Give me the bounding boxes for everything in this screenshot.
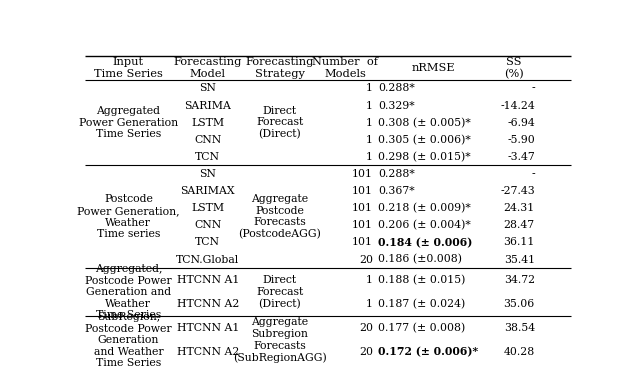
Text: 0.298 (± 0.015)*: 0.298 (± 0.015)* [378,152,471,162]
Text: 35.06: 35.06 [504,299,535,309]
Text: Forecasting
Model: Forecasting Model [173,57,242,79]
Text: 20: 20 [359,347,373,357]
Text: SARIMA: SARIMA [184,101,231,110]
Text: 0.329*: 0.329* [378,101,415,110]
Text: 0.187 (± 0.024): 0.187 (± 0.024) [378,299,465,309]
Text: 0.184 (± 0.006): 0.184 (± 0.006) [378,237,472,248]
Text: -: - [531,83,535,93]
Text: 101: 101 [352,238,373,247]
Text: -5.90: -5.90 [507,135,535,145]
Text: 0.308 (± 0.005)*: 0.308 (± 0.005)* [378,117,471,128]
Text: Aggregate
Postcode
Forecasts
(PostcodeAGG): Aggregate Postcode Forecasts (PostcodeAG… [238,194,321,239]
Text: 0.288*: 0.288* [378,83,415,93]
Text: 38.54: 38.54 [504,323,535,333]
Text: 0.206 (± 0.004)*: 0.206 (± 0.004)* [378,220,471,230]
Text: 34.72: 34.72 [504,275,535,285]
Text: 101: 101 [352,169,373,179]
Text: nRMSE: nRMSE [412,63,455,73]
Text: CNN: CNN [194,135,221,145]
Text: -3.47: -3.47 [507,152,535,162]
Text: LSTM: LSTM [191,203,224,213]
Text: 0.288*: 0.288* [378,169,415,179]
Text: Aggregate
Subregion
Forecasts
(SubRegionAGG): Aggregate Subregion Forecasts (SubRegion… [233,317,326,363]
Text: SARIMAX: SARIMAX [180,186,235,196]
Text: CNN: CNN [194,220,221,230]
Text: 1: 1 [366,299,373,309]
Text: HTCNN A1: HTCNN A1 [177,323,239,333]
Text: 35.41: 35.41 [504,255,535,264]
Text: SN: SN [199,83,216,93]
Text: -: - [531,169,535,179]
Text: SN: SN [199,169,216,179]
Text: 0.367*: 0.367* [378,186,415,196]
Text: 1: 1 [366,101,373,110]
Text: 24.31: 24.31 [504,203,535,213]
Text: 28.47: 28.47 [504,220,535,230]
Text: 101: 101 [352,220,373,230]
Text: 20: 20 [359,255,373,264]
Text: HTCNN A2: HTCNN A2 [177,299,239,309]
Text: Direct
Forecast
(Direct): Direct Forecast (Direct) [256,106,303,139]
Text: Direct
Forecast
(Direct): Direct Forecast (Direct) [256,275,303,309]
Text: Aggregated,
Postcode Power
Generation and
Weather
Time Series: Aggregated, Postcode Power Generation an… [85,264,172,320]
Text: 1: 1 [366,152,373,162]
Text: TCN.Global: TCN.Global [176,255,239,264]
Text: Postcode
Power Generation,
Weather
Time series: Postcode Power Generation, Weather Time … [77,194,180,239]
Text: 0.186 (±0.008): 0.186 (±0.008) [378,254,462,265]
Text: 20: 20 [359,323,373,333]
Text: Aggregated
Power Generation
Time Series: Aggregated Power Generation Time Series [79,106,178,139]
Text: 0.305 (± 0.006)*: 0.305 (± 0.006)* [378,135,471,145]
Text: 36.11: 36.11 [504,238,535,247]
Text: TCN: TCN [195,238,220,247]
Text: TCN: TCN [195,152,220,162]
Text: SS
(%): SS (%) [504,57,524,79]
Text: 40.28: 40.28 [504,347,535,357]
Text: 0.172 (± 0.006)*: 0.172 (± 0.006)* [378,347,478,358]
Text: HTCNN A2: HTCNN A2 [177,347,239,357]
Text: Input
Time Series: Input Time Series [94,57,163,79]
Text: -6.94: -6.94 [507,118,535,128]
Text: HTCNN A1: HTCNN A1 [177,275,239,285]
Text: 101: 101 [352,186,373,196]
Text: 0.177 (± 0.008): 0.177 (± 0.008) [378,323,465,333]
Text: 0.218 (± 0.009)*: 0.218 (± 0.009)* [378,203,471,213]
Text: -14.24: -14.24 [500,101,535,110]
Text: -27.43: -27.43 [500,186,535,196]
Text: Forecasting
Strategy: Forecasting Strategy [246,57,314,79]
Text: 0.188 (± 0.015): 0.188 (± 0.015) [378,275,465,285]
Text: SubRegion,
Postcode Power
Generation
and Weather
Time Series: SubRegion, Postcode Power Generation and… [85,312,172,369]
Text: 1: 1 [366,275,373,285]
Text: 101: 101 [352,203,373,213]
Text: 1: 1 [366,135,373,145]
Text: 1: 1 [366,118,373,128]
Text: LSTM: LSTM [191,118,224,128]
Text: Number  of
Models: Number of Models [312,57,378,79]
Text: 1: 1 [366,83,373,93]
